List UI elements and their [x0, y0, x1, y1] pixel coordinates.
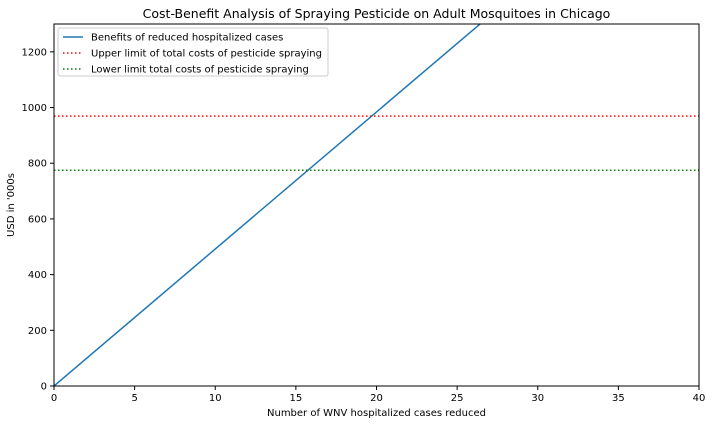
series-layer [54, 24, 699, 386]
y-axis-label: USD in '000s [6, 173, 17, 237]
y-tick-label: 600 [28, 214, 47, 225]
x-tick-label: 20 [370, 393, 383, 404]
x-tick-label: 40 [693, 393, 706, 404]
legend-entry: Benefits of reduced hospitalized cases [91, 33, 283, 44]
x-tick-label: 10 [209, 393, 222, 404]
y-tick-label: 200 [28, 326, 47, 337]
y-axis: 0 200 400 600 800 1000 1200 [22, 47, 54, 393]
legend-box [57, 27, 329, 77]
chart-title: Cost-Benefit Analysis of Spraying Pestic… [143, 6, 611, 21]
y-tick-label: 800 [28, 159, 47, 170]
plot-frame [53, 23, 700, 387]
x-tick-label: 5 [131, 393, 137, 404]
x-axis-label: Number of WNV hospitalized cases reduced [267, 408, 486, 419]
y-tick-label: 400 [28, 270, 47, 281]
x-tick-label: 0 [51, 393, 57, 404]
legend-entry: Upper limit of total costs of pesticide … [91, 49, 322, 60]
y-tick-label: 0 [41, 382, 47, 393]
y-tick-label: 1200 [22, 47, 47, 58]
x-tick-label: 30 [531, 393, 544, 404]
legend: Benefits of reduced hospitalized cases Up… [57, 27, 329, 77]
legend-entry: Lower limit total costs of pesticide spr… [91, 65, 309, 76]
y-tick-label: 1000 [22, 103, 47, 114]
x-tick-label: 35 [612, 393, 625, 404]
series-line-benefits [54, 24, 482, 386]
x-axis: 0 5 10 15 20 25 30 35 40 [51, 386, 706, 404]
x-tick-label: 25 [451, 393, 464, 404]
x-tick-label: 15 [290, 393, 303, 404]
